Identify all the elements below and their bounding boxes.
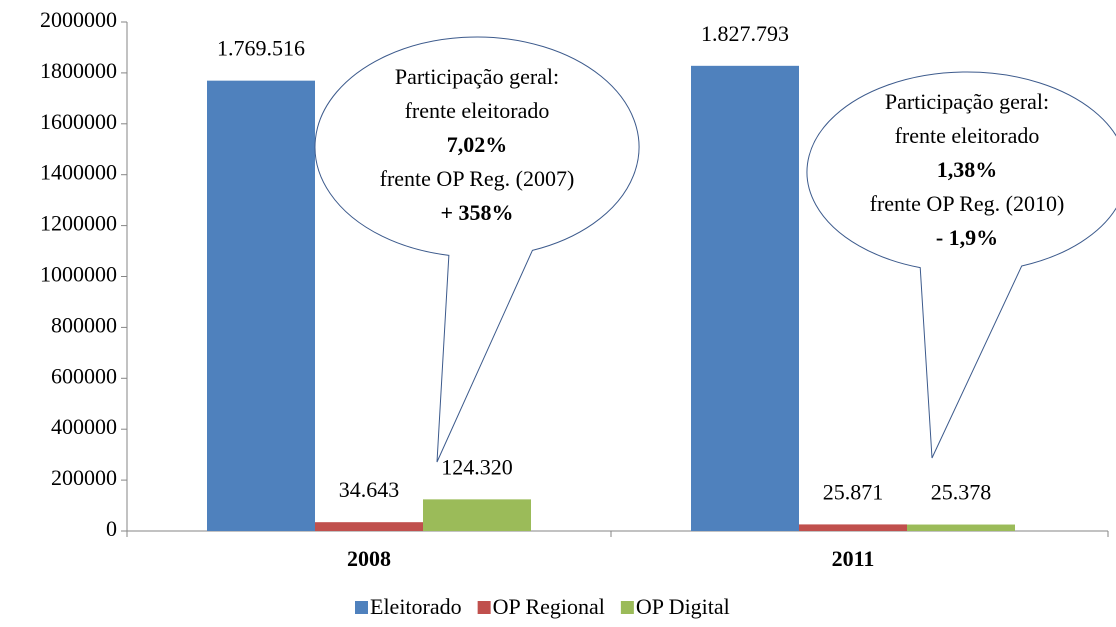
data-label: 25.871	[823, 479, 884, 504]
y-tick-label: 0	[106, 516, 117, 541]
callout-text: frente OP Reg. (2007)	[380, 166, 575, 191]
bar	[799, 524, 907, 531]
y-tick-label: 2000000	[40, 7, 117, 32]
callout-text: Participação geral:	[395, 64, 559, 89]
bar	[423, 499, 531, 531]
callout-bubble	[314, 36, 640, 463]
y-tick-label: 600000	[51, 363, 117, 388]
y-tick-label: 1800000	[40, 58, 117, 83]
data-label: 1.827.793	[701, 21, 789, 46]
y-tick-label: 800000	[51, 312, 117, 337]
legend-label: OP Digital	[636, 594, 730, 619]
bar	[207, 80, 315, 532]
callout-text: 1,38%	[937, 157, 998, 182]
bar	[907, 524, 1015, 531]
y-tick-label: 400000	[51, 414, 117, 439]
y-tick-label: 200000	[51, 465, 117, 490]
bar	[315, 522, 423, 531]
callout-text: frente eleitorado	[895, 123, 1040, 148]
legend-label: Eleitorado	[370, 594, 462, 619]
legend-swatch	[477, 601, 491, 614]
legend-swatch	[355, 601, 368, 614]
data-label: 124.320	[441, 454, 513, 479]
callout-text: frente eleitorado	[405, 98, 550, 123]
callout-text: frente OP Reg. (2010)	[870, 191, 1065, 216]
y-tick-label: 1600000	[40, 109, 117, 134]
y-tick-label: 1200000	[40, 211, 117, 236]
callout-text: + 358%	[440, 200, 513, 225]
callout-text: 7,02%	[447, 132, 508, 157]
callout-text: Participação geral:	[885, 89, 1049, 114]
data-label: 1.769.516	[217, 36, 305, 61]
x-tick-label: 2011	[832, 546, 875, 571]
callout-bubble	[806, 71, 1116, 459]
callout-text: - 1,9%	[936, 225, 998, 250]
data-label: 34.643	[339, 477, 400, 502]
legend-label: OP Regional	[493, 594, 605, 619]
data-label: 25.378	[931, 480, 992, 505]
bar	[691, 65, 799, 531]
x-tick-label: 2008	[347, 546, 391, 571]
y-tick-label: 1000000	[40, 262, 117, 287]
y-tick-label: 1400000	[40, 160, 117, 185]
legend-swatch	[620, 601, 634, 614]
